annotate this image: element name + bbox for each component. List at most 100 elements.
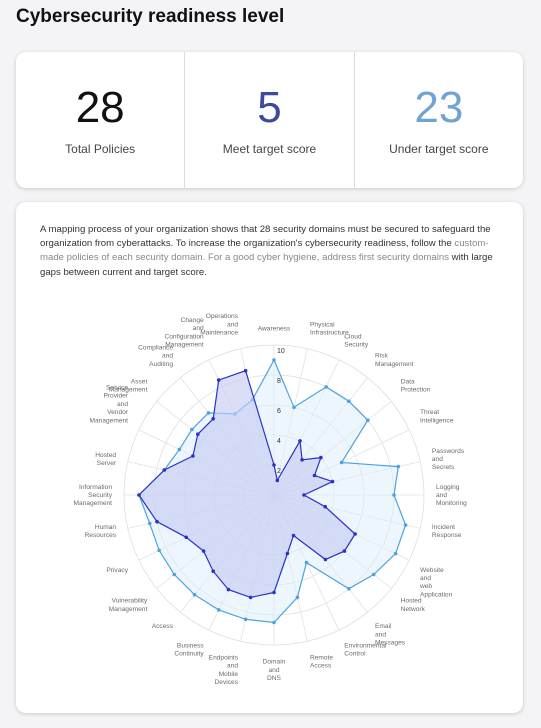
axis-label: Hosted Network bbox=[401, 598, 426, 613]
data-point-current bbox=[226, 587, 231, 592]
axis-label: Compliance and Auditing bbox=[138, 345, 173, 368]
data-point-current bbox=[137, 493, 141, 497]
data-point-target bbox=[177, 447, 182, 452]
data-point-target bbox=[392, 493, 396, 497]
data-point-current bbox=[300, 458, 304, 462]
data-point-target bbox=[403, 523, 408, 527]
data-point-current bbox=[162, 468, 167, 472]
axis-label: Operations and Maintenance bbox=[200, 313, 238, 336]
axis-label: Environmental Control bbox=[344, 643, 387, 658]
data-point-current bbox=[196, 432, 200, 436]
data-point-target bbox=[272, 620, 276, 625]
data-point-target bbox=[396, 464, 401, 469]
tick-label: 10 bbox=[277, 348, 285, 355]
axis-label: Email and Messages bbox=[375, 623, 406, 646]
axis-label: Logging and Monitoring bbox=[436, 484, 467, 507]
data-point-target bbox=[172, 572, 177, 577]
data-point-target bbox=[243, 617, 248, 622]
data-point-current bbox=[155, 519, 159, 524]
data-point-current bbox=[353, 532, 357, 536]
stat-label-under: Under target score bbox=[389, 142, 489, 156]
data-point-current bbox=[201, 549, 206, 553]
stat-label-meet: Meet target score bbox=[222, 142, 317, 156]
stat-total-policies: 28 Total Policies bbox=[16, 52, 186, 188]
axis-label: Service Provider and Vendor Management bbox=[90, 385, 129, 425]
data-point-target bbox=[324, 385, 328, 389]
data-point-target bbox=[371, 572, 376, 577]
data-point-target bbox=[347, 587, 351, 591]
axis-label: Data Protection bbox=[401, 378, 431, 393]
data-point-current bbox=[342, 549, 347, 553]
page-title: Cybersecurity readiness level bbox=[16, 6, 285, 27]
data-point-current bbox=[323, 557, 328, 562]
data-point-current bbox=[275, 478, 280, 483]
data-point-current bbox=[302, 493, 306, 497]
data-point-target bbox=[147, 521, 152, 526]
axis-label: Risk Management bbox=[375, 353, 414, 368]
axis-label: Change and Configuration Management bbox=[164, 317, 204, 349]
radar-chart: 2 4 6 8 10 Awareness Physical InfrastructureClo… bbox=[74, 313, 468, 687]
description-line1: A mapping process of your organization s… bbox=[40, 224, 491, 250]
stat-value-total: 28 bbox=[75, 83, 125, 132]
stat-value-meet: 5 bbox=[257, 83, 282, 132]
data-point-current bbox=[312, 473, 317, 478]
axis-label: Passwords and Secrets bbox=[432, 448, 465, 471]
data-point-target bbox=[295, 595, 300, 600]
data-point-current bbox=[248, 595, 253, 600]
axis-label: Awareness bbox=[258, 326, 291, 333]
radar-chart-card: A mapping process of your organization s… bbox=[16, 202, 523, 713]
data-point-current bbox=[211, 569, 215, 573]
axis-label: Access bbox=[152, 623, 174, 630]
data-point-target bbox=[272, 358, 276, 362]
data-point-target bbox=[347, 399, 351, 403]
data-point-current bbox=[216, 378, 221, 382]
data-point-current bbox=[272, 463, 276, 467]
axis-label: Domain and DNS bbox=[263, 659, 286, 682]
tick-label: 8 bbox=[277, 378, 281, 385]
axis-label: Privacy bbox=[106, 567, 128, 574]
description-faded: custom-made policies of each security do… bbox=[40, 238, 489, 264]
data-point-current bbox=[298, 439, 302, 443]
data-point-target bbox=[206, 411, 211, 415]
data-point-current bbox=[285, 551, 290, 556]
data-point-target bbox=[366, 418, 370, 422]
stats-card: 28 Total Policies 5 Meet target score 23… bbox=[16, 52, 523, 188]
axis-label: Endpoints and Mobile Devices bbox=[209, 655, 239, 687]
data-point-current bbox=[191, 454, 195, 458]
axis-label: Business Continuity bbox=[174, 643, 204, 658]
data-point-current bbox=[323, 504, 328, 509]
data-point-target bbox=[157, 548, 161, 553]
data-point-current bbox=[330, 479, 335, 484]
axis-label: Website and web Application bbox=[419, 567, 453, 599]
axis-label: Human Resources bbox=[85, 524, 117, 539]
data-point-current bbox=[272, 590, 276, 595]
data-point-target bbox=[292, 405, 296, 410]
data-point-target bbox=[192, 592, 197, 597]
data-point-target bbox=[190, 427, 194, 432]
data-point-target bbox=[393, 551, 398, 556]
description-line3: with large gaps between current and targ… bbox=[40, 252, 493, 278]
stat-meet-target: 5 Meet target score bbox=[185, 52, 355, 188]
tick-label: 6 bbox=[277, 408, 281, 415]
tick-label: 2 bbox=[277, 468, 281, 475]
stat-value-under: 23 bbox=[414, 83, 464, 132]
stat-under-target: 23 Under target score bbox=[355, 52, 523, 188]
data-point-current bbox=[291, 533, 296, 538]
data-point-target bbox=[304, 560, 309, 565]
axis-label: Cloud Security bbox=[344, 333, 369, 348]
stat-label-total: Total Policies bbox=[65, 142, 136, 156]
data-point-current bbox=[184, 535, 188, 540]
data-point-current bbox=[243, 368, 248, 373]
data-point-target bbox=[339, 460, 344, 465]
chart-description: A mapping process of your organization s… bbox=[40, 223, 502, 280]
axis-label: Incident Response bbox=[432, 524, 462, 539]
data-point-current bbox=[319, 455, 323, 460]
axis-label: Threat Intelligence bbox=[420, 409, 454, 424]
axis-label: Physical Infrastructure bbox=[310, 321, 349, 336]
axis-label: Remote Access bbox=[310, 655, 333, 670]
data-point-current bbox=[211, 417, 215, 421]
data-point-target bbox=[216, 608, 221, 612]
axis-label: Vulnerability Management bbox=[109, 598, 148, 613]
axis-label: Hosted Server bbox=[95, 452, 117, 467]
tick-label: 4 bbox=[277, 438, 281, 445]
